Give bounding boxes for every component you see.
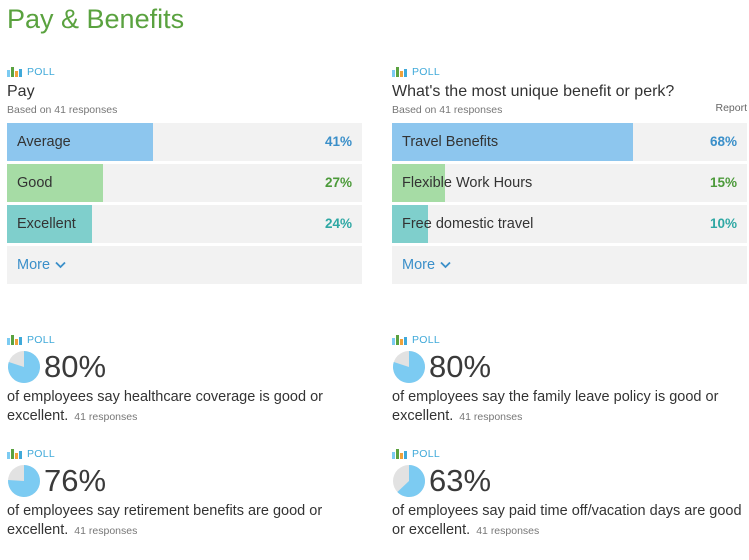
stat-card-family-leave: POLL 80% of employees say the family lea… bbox=[392, 334, 742, 427]
pie-chart-icon bbox=[393, 465, 425, 497]
poll-option-label: Flexible Work Hours bbox=[402, 175, 533, 191]
poll-option-percent: 68% bbox=[709, 134, 737, 149]
pie-chart-icon bbox=[393, 351, 425, 383]
poll-option-label: Travel Benefits bbox=[402, 134, 499, 150]
bar-chart-icon bbox=[7, 335, 22, 345]
poll-card-unique-benefit: POLL What's the most unique benefit or p… bbox=[392, 66, 747, 284]
poll-tag: POLL bbox=[7, 448, 357, 460]
poll-option-percent: 27% bbox=[324, 175, 352, 190]
page-title: Pay & Benefits bbox=[7, 4, 185, 34]
pie-slice bbox=[397, 465, 425, 497]
poll-option: Good 27% bbox=[7, 164, 362, 202]
poll-tag-label: POLL bbox=[27, 448, 56, 460]
bar-chart-icon bbox=[392, 67, 407, 77]
poll-option-bar bbox=[392, 123, 634, 161]
stat-responses: 41 responses bbox=[74, 411, 138, 423]
report-link[interactable]: Report bbox=[715, 102, 747, 114]
bar-chart-icon bbox=[7, 449, 22, 459]
poll-tag-label: POLL bbox=[412, 448, 441, 460]
poll-option-bar bbox=[392, 205, 428, 243]
poll-option-percent: 41% bbox=[324, 134, 352, 149]
stat-description: of employees say healthcare coverage is … bbox=[7, 388, 357, 427]
poll-tag-label: POLL bbox=[27, 334, 56, 346]
poll-question: Pay bbox=[7, 83, 35, 100]
chevron-down-icon bbox=[55, 261, 66, 269]
poll-option: Excellent 24% bbox=[7, 205, 362, 243]
stat-text: of employees say paid time off/vacation … bbox=[392, 503, 742, 538]
poll-option-label: Excellent bbox=[17, 216, 76, 232]
more-label: More bbox=[402, 257, 436, 273]
more-button[interactable]: More bbox=[392, 246, 747, 284]
stat-text: of employees say healthcare coverage is … bbox=[7, 389, 323, 424]
stat-responses: 41 responses bbox=[476, 525, 540, 537]
stat-responses: 41 responses bbox=[459, 411, 523, 423]
more-label: More bbox=[17, 257, 51, 273]
poll-option-bar bbox=[7, 205, 93, 243]
poll-option-percent: 15% bbox=[709, 175, 737, 190]
stat-responses: 41 responses bbox=[74, 525, 138, 537]
poll-tag-label: POLL bbox=[412, 334, 441, 346]
poll-option-label: Free domestic travel bbox=[402, 216, 534, 232]
poll-option: Travel Benefits 68% bbox=[392, 123, 747, 161]
pie-slice bbox=[8, 465, 41, 497]
bar-chart-icon bbox=[392, 335, 407, 345]
pie-chart-icon bbox=[8, 351, 40, 383]
poll-question: What's the most unique benefit or perk? bbox=[392, 83, 675, 100]
poll-responses: Based on 41 responses bbox=[7, 104, 118, 116]
poll-option-bar bbox=[7, 123, 153, 161]
poll-option-percent: 24% bbox=[324, 216, 352, 231]
poll-tag-label: POLL bbox=[412, 66, 441, 78]
poll-tag: POLL bbox=[392, 448, 742, 460]
poll-option-bar bbox=[392, 164, 446, 202]
more-button[interactable]: More bbox=[7, 246, 362, 284]
stat-description: of employees say retirement benefits are… bbox=[7, 502, 357, 541]
poll-tag-label: POLL bbox=[27, 66, 56, 78]
poll-option-percent: 10% bbox=[709, 216, 737, 231]
stat-description: of employees say paid time off/vacation … bbox=[392, 502, 742, 541]
poll-responses: Based on 41 responses bbox=[392, 104, 503, 116]
poll-tag: POLL bbox=[392, 66, 747, 78]
pie-chart-icon bbox=[8, 465, 41, 497]
poll-option-label: Good bbox=[17, 175, 53, 191]
pie-slice bbox=[8, 351, 40, 383]
stat-card-retirement: POLL 76% of employees say retirement ben… bbox=[7, 448, 357, 541]
stat-text: of employees say the family leave policy… bbox=[392, 389, 719, 424]
stat-card-paid-time-off: POLL 63% of employees say paid time off/… bbox=[392, 448, 742, 541]
bar-chart-icon bbox=[7, 67, 22, 77]
poll-option: Average 41% bbox=[7, 123, 362, 161]
pie-slice bbox=[393, 351, 425, 383]
stat-text: of employees say retirement benefits are… bbox=[7, 503, 323, 538]
poll-tag: POLL bbox=[7, 66, 362, 78]
stat-percent: 80% bbox=[44, 349, 107, 384]
poll-card-pay: POLL Pay Based on 41 responses Average 4… bbox=[7, 66, 362, 284]
stat-description: of employees say the family leave policy… bbox=[392, 388, 742, 427]
chevron-down-icon bbox=[440, 261, 451, 269]
poll-tag: POLL bbox=[7, 334, 357, 346]
bar-chart-icon bbox=[392, 449, 407, 459]
poll-tag: POLL bbox=[392, 334, 742, 346]
stat-card-healthcare: POLL 80% of employees say healthcare cov… bbox=[7, 334, 357, 427]
poll-option: Flexible Work Hours 15% bbox=[392, 164, 747, 202]
poll-option: Free domestic travel 10% bbox=[392, 205, 747, 243]
poll-option-label: Average bbox=[17, 134, 71, 150]
stat-percent: 76% bbox=[44, 463, 107, 498]
stat-percent: 63% bbox=[429, 463, 492, 498]
poll-option-bar bbox=[7, 164, 103, 202]
stat-percent: 80% bbox=[429, 349, 492, 384]
